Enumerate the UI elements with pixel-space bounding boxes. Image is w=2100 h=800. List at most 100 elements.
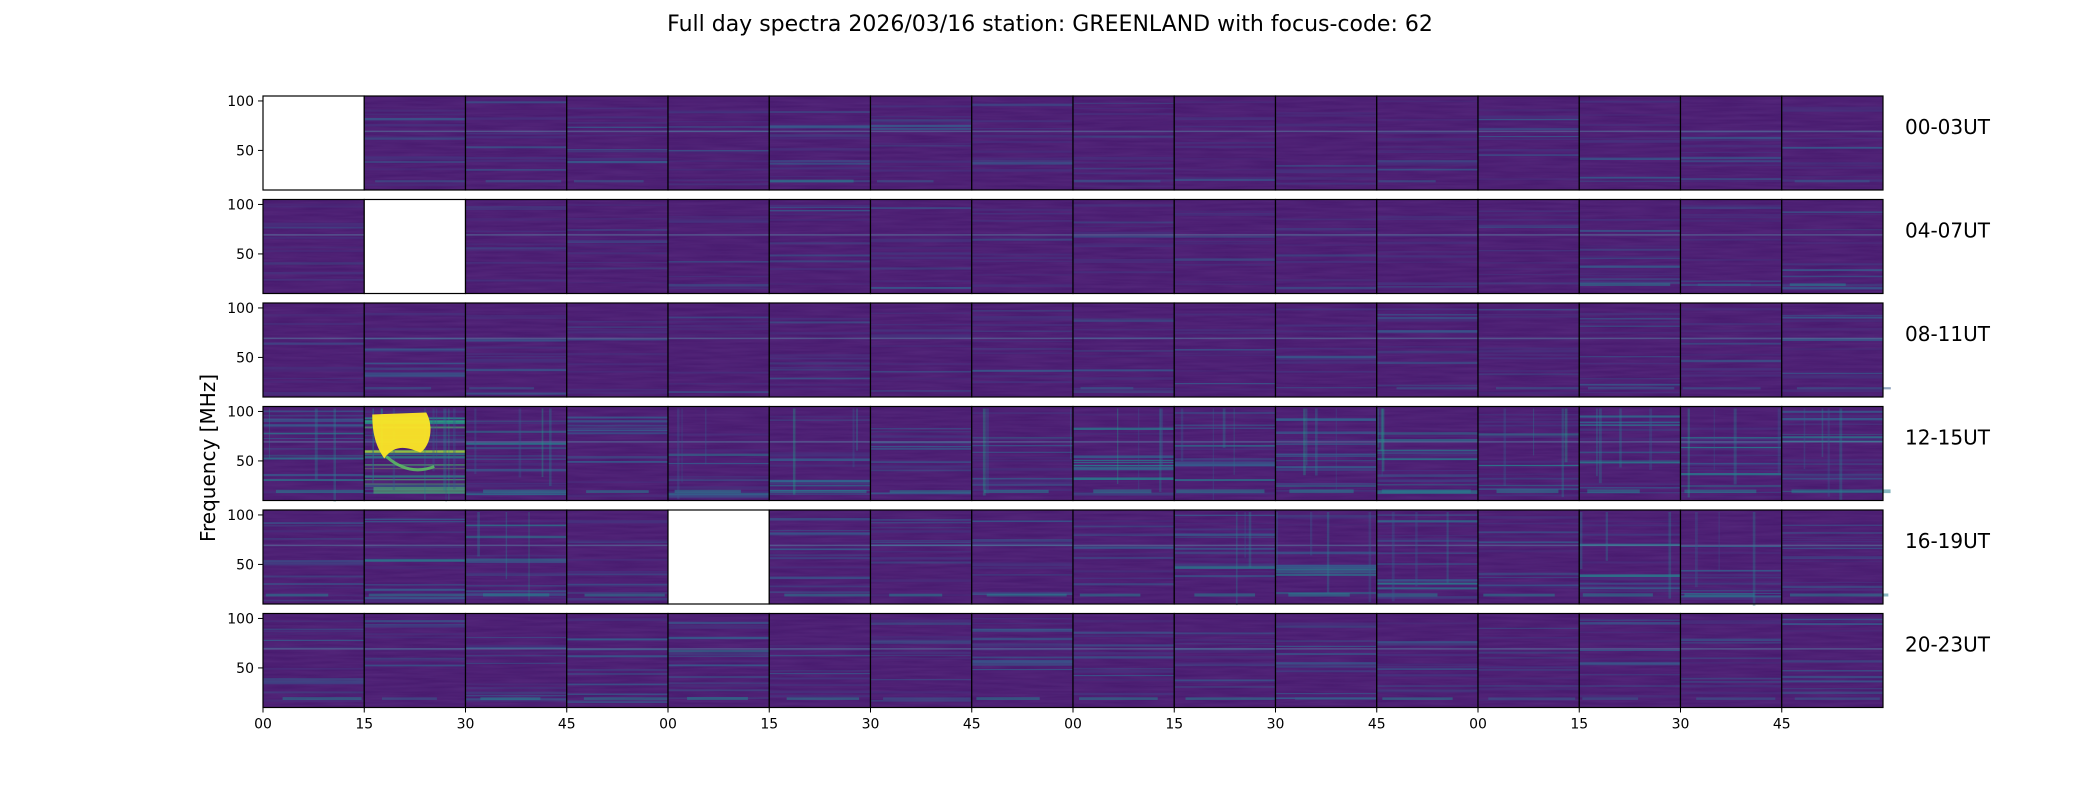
y-tick-label: 50 — [236, 350, 254, 366]
spectral-line — [364, 453, 466, 455]
spectral-line — [1579, 270, 1681, 272]
spectral-line — [1680, 156, 1782, 160]
panel-texture — [668, 406, 770, 501]
spectral-line — [668, 160, 770, 162]
spectral-line — [1275, 418, 1377, 420]
spectral-line — [1478, 473, 1580, 476]
spectral-line — [364, 597, 466, 600]
spectral-line — [1275, 455, 1377, 457]
spectral-line — [1073, 258, 1175, 261]
spectral-line — [263, 457, 365, 460]
low-frequency-band — [687, 697, 748, 700]
spectral-line — [263, 432, 365, 435]
spectral-line — [1579, 423, 1681, 425]
spectral-line — [465, 525, 567, 528]
spectral-line — [1073, 652, 1175, 655]
spectral-line — [1680, 280, 1782, 282]
spectral-line — [1073, 432, 1175, 435]
spectral-line — [566, 572, 668, 575]
spectral-line — [364, 636, 466, 639]
spectral-line — [1376, 145, 1478, 149]
spectral-line — [1376, 313, 1478, 316]
spectral-line — [870, 445, 972, 448]
spectral-line — [364, 665, 466, 667]
spectral-line — [1579, 695, 1681, 698]
spectral-line — [769, 544, 871, 547]
spectral-line — [1073, 157, 1175, 160]
spectral-line — [465, 358, 567, 362]
spectral-line — [465, 146, 567, 149]
spectral-line — [364, 664, 466, 667]
spectral-line — [1174, 461, 1276, 464]
spectral-line — [465, 392, 567, 395]
spectral-line — [263, 322, 365, 326]
spectral-line — [870, 312, 972, 314]
spectral-line — [1781, 675, 1883, 679]
spectral-line — [1781, 648, 1883, 650]
spectral-line — [971, 337, 1073, 340]
burst-stripe — [1160, 408, 1164, 465]
low-frequency-band — [1295, 697, 1388, 700]
spectral-line — [769, 123, 871, 126]
spectral-line — [1073, 172, 1175, 175]
spectral-line — [769, 576, 871, 580]
spectral-line — [263, 473, 365, 477]
spectral-line — [465, 482, 567, 485]
burst-stripe — [549, 408, 552, 486]
spectral-line — [1781, 670, 1883, 672]
spectrum-panel — [1679, 509, 1783, 606]
panel-texture — [1579, 96, 1681, 190]
spectral-line — [1680, 204, 1782, 207]
spectral-line — [1376, 544, 1478, 547]
spectrum-panel — [363, 509, 470, 605]
spectral-line — [1478, 516, 1580, 519]
spectral-line — [668, 621, 770, 625]
spectral-line — [1073, 231, 1175, 235]
spectral-line — [364, 156, 466, 159]
spectral-line — [870, 640, 972, 643]
spectral-line — [566, 130, 668, 133]
spectral-line — [1073, 130, 1175, 133]
spectral-line — [1579, 544, 1681, 547]
spectral-line — [263, 633, 365, 636]
spectrum-panel — [566, 198, 669, 295]
spectral-line — [465, 636, 567, 639]
burst-stripe — [1117, 408, 1119, 484]
spectrum-panel — [464, 302, 568, 398]
spectral-line — [1275, 169, 1377, 171]
spectral-line — [870, 461, 972, 463]
spectral-line — [769, 176, 871, 178]
spectral-line — [1073, 668, 1175, 670]
spectrum-panel — [1679, 302, 1783, 398]
spectral-line — [263, 234, 365, 236]
spectral-line — [1579, 137, 1681, 140]
spectrum-panel — [971, 302, 1074, 398]
burst-stripe — [1777, 408, 1781, 474]
spectral-line — [1376, 450, 1478, 452]
spectral-line — [1781, 585, 1883, 589]
spectral-line — [1579, 639, 1681, 643]
spectral-line — [364, 518, 466, 520]
spectrum-panel — [1781, 405, 1891, 502]
burst-stripe — [314, 408, 318, 480]
panel-texture — [1174, 613, 1276, 708]
spectral-line — [668, 110, 770, 113]
spectral-line — [465, 117, 567, 120]
low-frequency-band — [265, 593, 329, 597]
spectral-line — [1275, 112, 1377, 114]
spectral-line — [1478, 421, 1580, 423]
spectral-line — [1781, 688, 1883, 690]
spectral-line — [1579, 524, 1681, 527]
spectrum-panel — [262, 198, 365, 295]
spectral-line — [1680, 353, 1782, 356]
spectral-line — [1073, 462, 1175, 464]
spectral-line — [1579, 461, 1681, 464]
spectral-line — [1275, 622, 1377, 626]
spectral-line — [971, 566, 1073, 570]
spectral-line — [1073, 271, 1175, 274]
spectral-line — [1680, 544, 1782, 547]
spectral-line — [1781, 234, 1883, 236]
spectral-line — [263, 586, 365, 589]
spectral-line — [364, 168, 466, 171]
spectral-line — [870, 521, 972, 524]
